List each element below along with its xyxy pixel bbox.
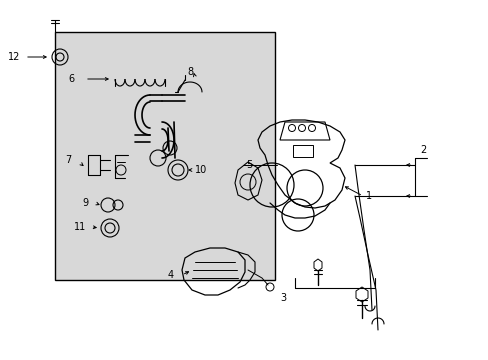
Text: 10: 10 [195,165,207,175]
Text: 12: 12 [8,52,20,62]
Text: 7: 7 [65,155,71,165]
Text: 5: 5 [245,160,252,170]
Text: 8: 8 [186,67,193,77]
Bar [55,32,274,280]
Text: 9: 9 [82,198,88,208]
Text: 2: 2 [419,145,426,155]
Text: 4: 4 [168,270,174,280]
Text: 1: 1 [365,191,371,201]
Bar [292,145,312,157]
Text: 11: 11 [74,222,86,232]
Text: 6: 6 [68,74,74,84]
Text: 3: 3 [280,293,285,303]
